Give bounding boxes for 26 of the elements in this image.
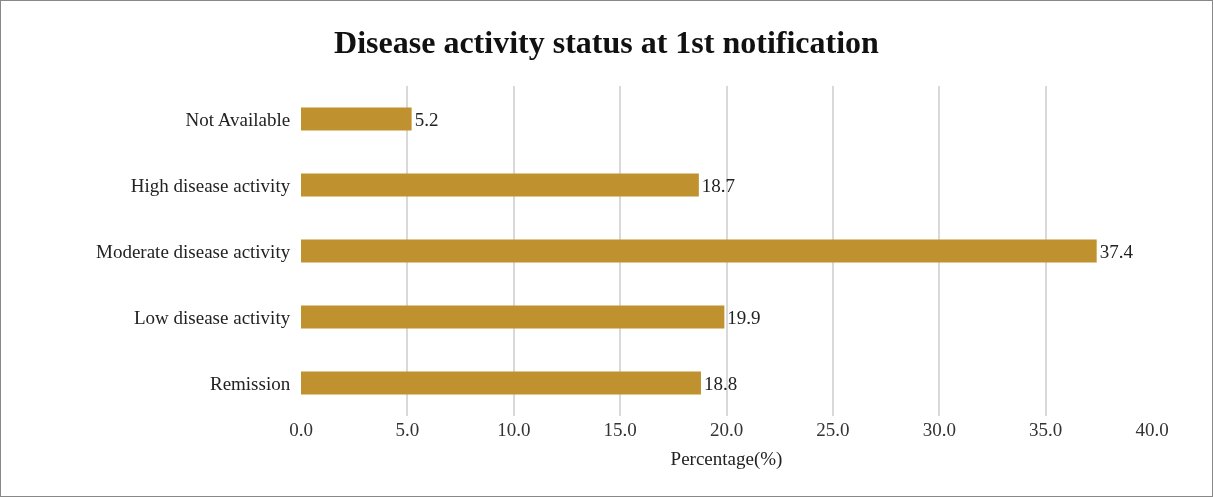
y-tick-label: Not Available	[185, 108, 291, 130]
chart-title: Disease activity status at 1st notification	[334, 24, 880, 61]
x-tick-label: 0.0	[289, 419, 313, 440]
data-label: 18.7	[701, 174, 736, 196]
y-tick-label: Moderate disease activity	[96, 240, 291, 262]
x-tick-label: 35.0	[1029, 419, 1063, 440]
x-tick-label: 5.0	[395, 419, 420, 440]
x-tick-label: 20.0	[709, 419, 744, 440]
data-label: 5.2	[414, 108, 439, 130]
data-label: 37.4	[1099, 240, 1134, 262]
data-label: 18.8	[703, 372, 738, 394]
x-tick-label: 40.0	[1135, 419, 1169, 440]
x-tick-label: 15.0	[603, 419, 637, 440]
y-tick-label: High disease activity	[130, 174, 291, 196]
y-tick-label: Low disease activity	[134, 306, 291, 328]
bar	[301, 371, 701, 395]
y-tick-label: Remission	[209, 372, 291, 394]
x-axis-title: Percentage(%)	[670, 447, 783, 470]
data-label: 19.9	[727, 306, 761, 328]
bar	[301, 239, 1097, 263]
bar	[301, 107, 412, 131]
bar	[301, 305, 725, 329]
bar	[301, 173, 699, 197]
x-tick-label: 10.0	[497, 419, 531, 440]
x-tick-label: 25.0	[816, 419, 850, 440]
x-tick-label: 30.0	[922, 419, 956, 440]
